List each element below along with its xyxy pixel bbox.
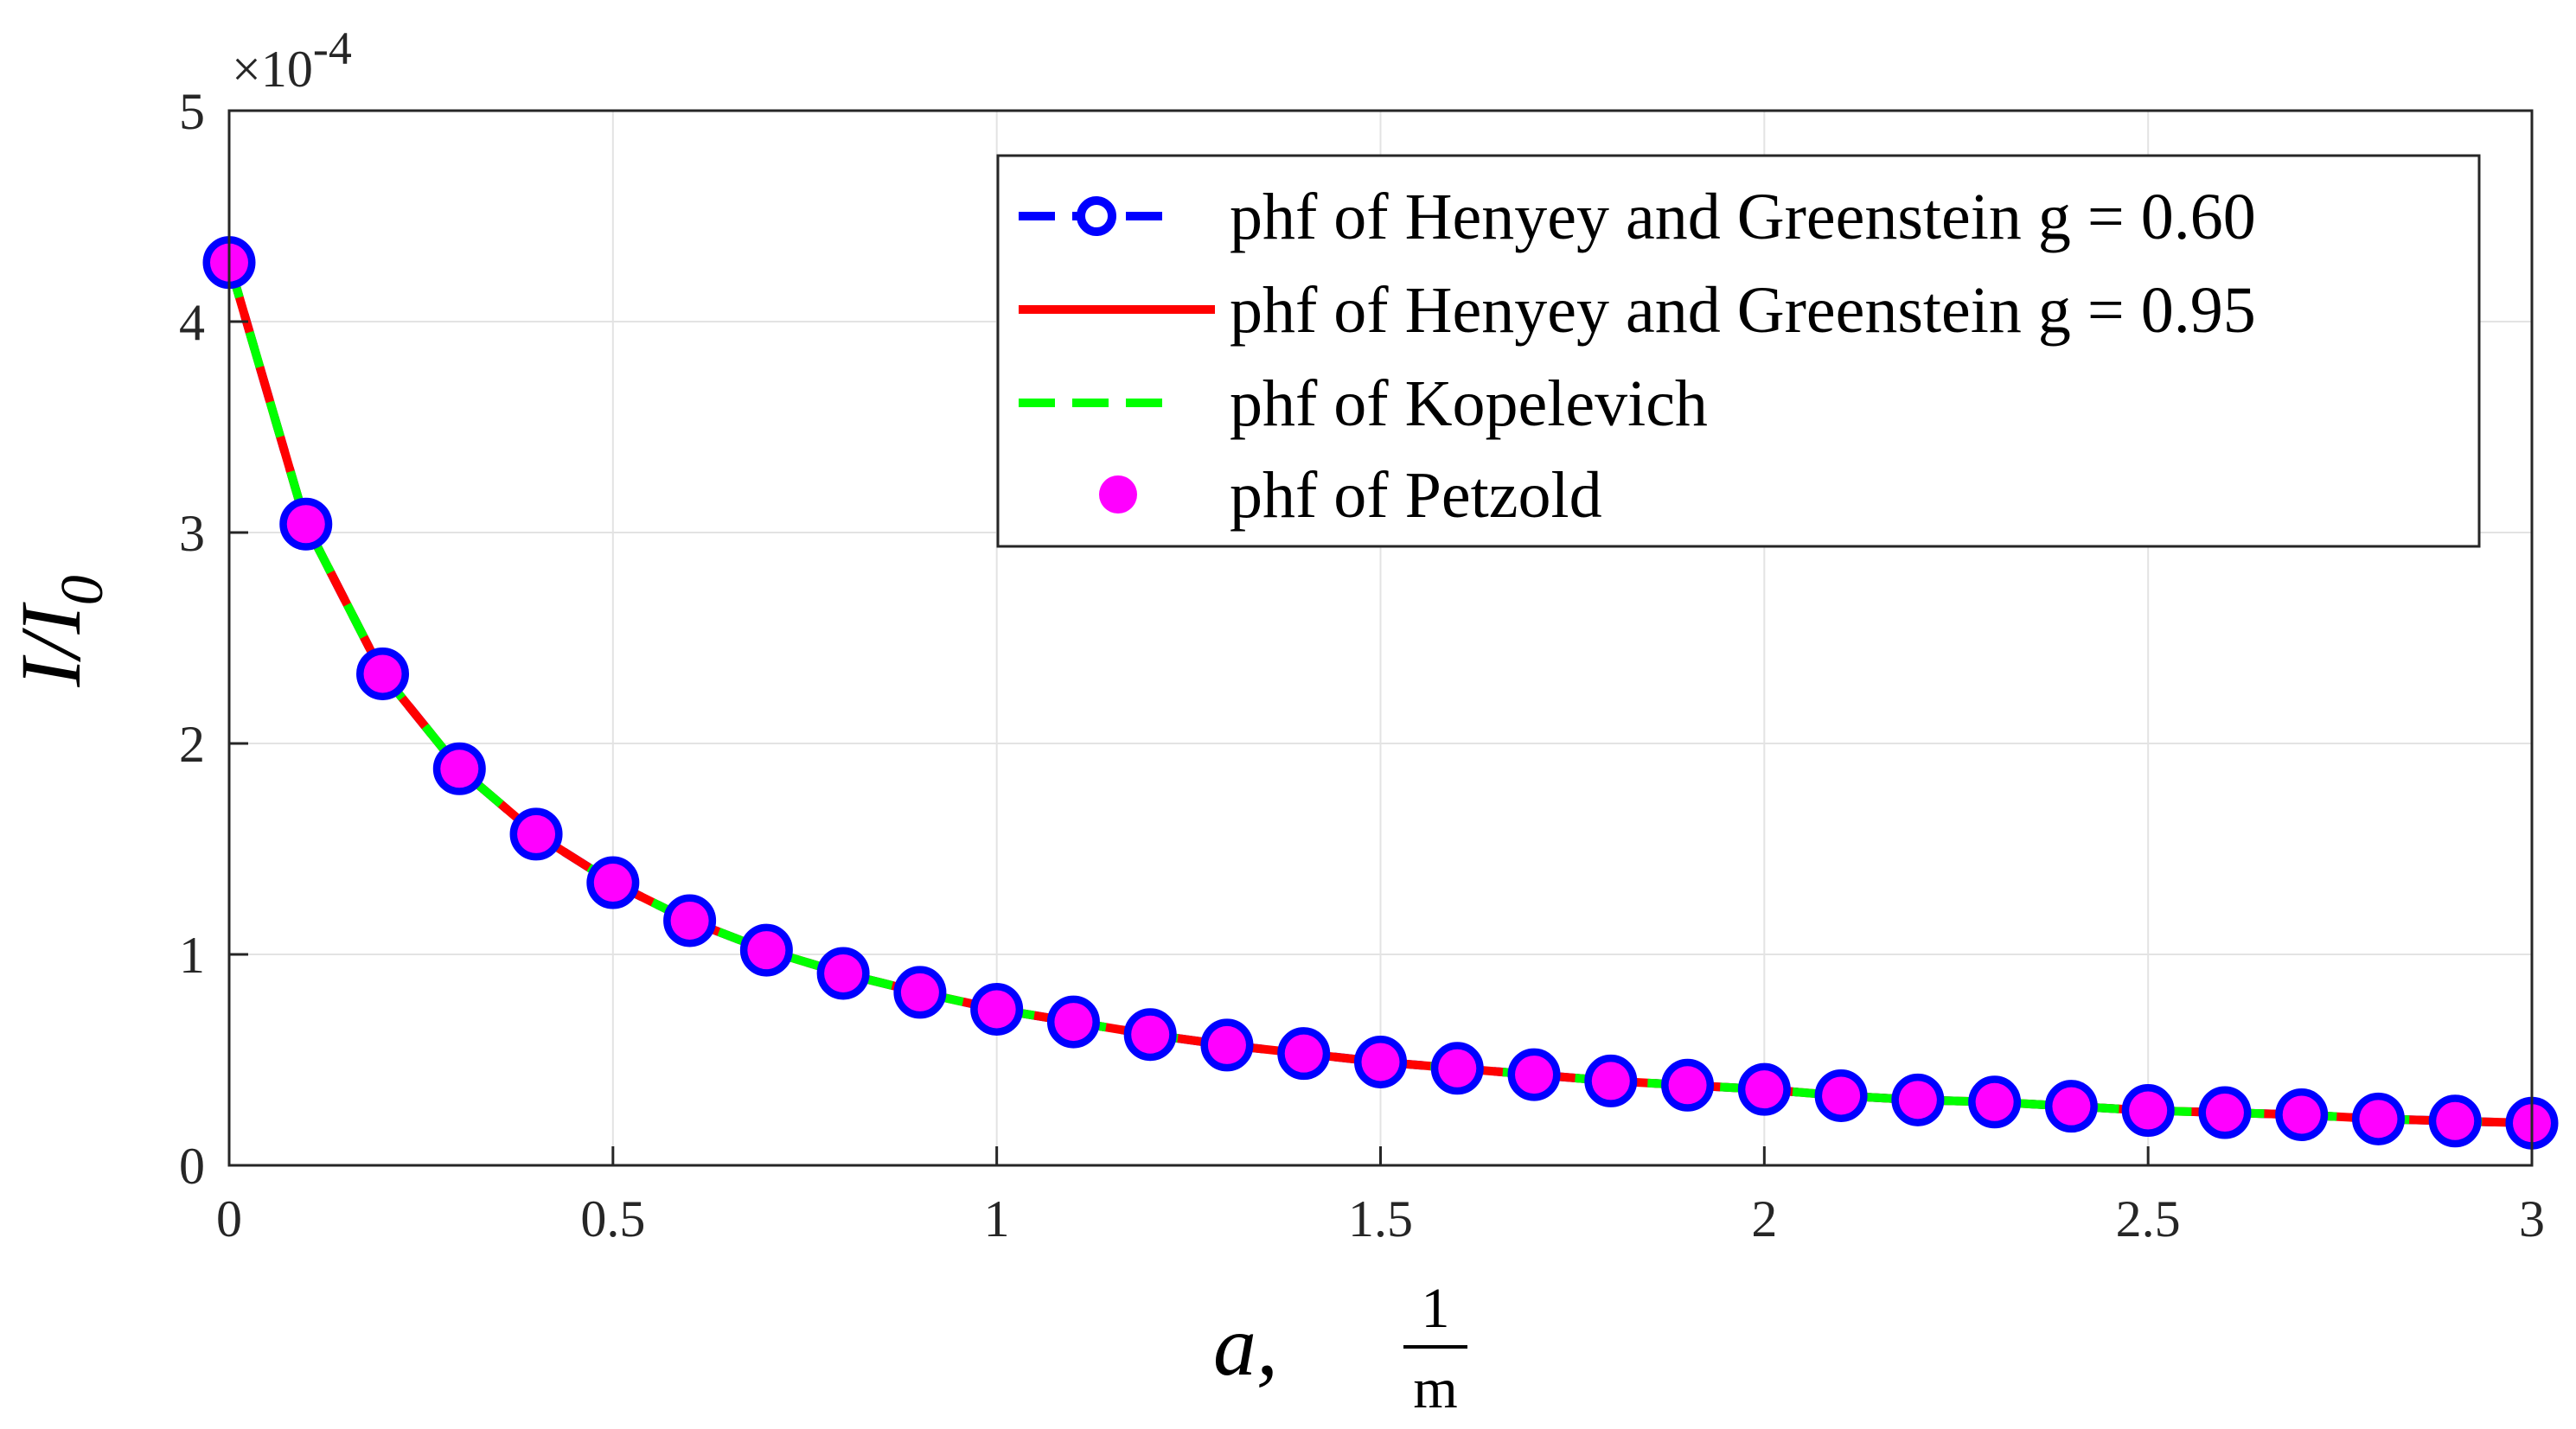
data-point-petzold (670, 901, 709, 940)
x-tick-label: 0.5 (580, 1190, 645, 1247)
data-point-petzold (747, 931, 786, 970)
legend-swatch-petzold-marker (1099, 475, 1137, 514)
x-axis-label: a, (1213, 1298, 1278, 1394)
x-axis-unit-numerator: 1 (1422, 1277, 1450, 1340)
y-axis-label: I/I0 (3, 575, 116, 687)
legend-label-kopelevich: phf of Kopelevich (1230, 367, 1708, 440)
y-tick-label: 2 (179, 716, 205, 773)
legend-box (996, 154, 2481, 548)
data-point-petzold (2282, 1095, 2321, 1134)
x-tick-label: 1.5 (1348, 1190, 1413, 1247)
data-point-petzold (517, 814, 556, 853)
x-tick-label: 0 (216, 1190, 242, 1247)
data-point-petzold (1054, 1003, 1093, 1042)
data-point-petzold (977, 990, 1016, 1029)
y-multiplier-exponent: -4 (313, 22, 352, 74)
legend-swatch-hg060-marker (1077, 196, 1116, 236)
x-tick-label: 1 (984, 1190, 1010, 1247)
data-point-petzold (1591, 1062, 1630, 1100)
legend-entry-petzold: phf of Petzold (1099, 459, 1602, 532)
y-tick-label: 4 (179, 294, 205, 351)
y-multiplier-base: ×10 (232, 41, 313, 98)
data-point-petzold (1438, 1049, 1477, 1088)
y-tick-label: 5 (179, 83, 205, 140)
x-axis-unit-denominator: m (1413, 1357, 1457, 1420)
x-tick-label: 3 (2519, 1190, 2545, 1247)
data-point-petzold (2129, 1091, 2168, 1130)
data-point-petzold (1898, 1081, 1937, 1120)
data-point-petzold (1745, 1070, 1784, 1109)
y-multiplier: ×10-4 (232, 22, 352, 98)
y-axis-label-main: I/I (3, 602, 99, 688)
data-point-petzold (1284, 1034, 1323, 1073)
legend: phf of Henyey and Greenstein g = 0.60 ph… (996, 154, 2481, 548)
data-point-petzold (286, 505, 325, 544)
data-point-petzold (1207, 1025, 1246, 1064)
data-point-petzold (1515, 1056, 1554, 1094)
series-layer (202, 236, 2559, 1150)
data-point-petzold (2359, 1100, 2398, 1139)
y-tick-label: 1 (179, 927, 205, 984)
data-point-petzold (2052, 1087, 2091, 1126)
data-point-petzold (2205, 1094, 2244, 1132)
data-point-petzold (1361, 1043, 1400, 1081)
legend-entry-hg095: phf of Henyey and Greenstein g = 0.95 (1019, 274, 2256, 347)
y-axis-label-subscript: 0 (49, 575, 116, 605)
x-tick-label: 2 (1751, 1190, 1777, 1247)
y-tick-label: 3 (179, 505, 205, 562)
legend-entry-hg060: phf of Henyey and Greenstein g = 0.60 (1019, 181, 2256, 253)
data-point-petzold (1975, 1082, 2014, 1121)
data-point-petzold (824, 954, 863, 992)
legend-label-petzold: phf of Petzold (1230, 459, 1602, 532)
data-point-petzold (1131, 1015, 1170, 1054)
data-point-petzold (440, 750, 479, 788)
data-point-petzold (1668, 1066, 1707, 1105)
data-point-petzold (1822, 1076, 1861, 1115)
legend-label-hg095: phf of Henyey and Greenstein g = 0.95 (1230, 274, 2256, 347)
y-tick-label: 0 (179, 1138, 205, 1195)
legend-entry-kopelevich: phf of Kopelevich (1019, 367, 1708, 440)
data-point-petzold (2436, 1101, 2475, 1140)
data-point-petzold (363, 654, 402, 693)
x-tick-label: 2.5 (2116, 1190, 2181, 1247)
data-point-petzold (900, 973, 939, 1011)
legend-label-hg060: phf of Henyey and Greenstein g = 0.60 (1230, 181, 2256, 253)
axis-ticks: 0 0.5 1 1.5 2 2.5 3 0 1 2 3 4 5 (179, 83, 2545, 1247)
data-point-petzold (593, 864, 632, 903)
